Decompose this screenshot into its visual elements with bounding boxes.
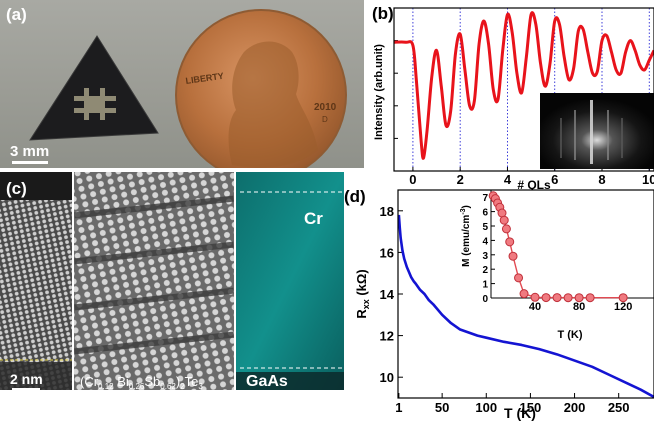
panel-d-xtick-label: 1 [395, 400, 402, 415]
rheed-inset [540, 93, 654, 169]
edx-map-image [236, 172, 344, 390]
inset-xtick-label: 80 [573, 301, 585, 313]
compound-formula: (Cr0.12 Bi0.26Sb0.62)2Te3 [80, 374, 203, 390]
panel-b-ylabel: Intensity (arb.unit) [373, 44, 385, 140]
inset-ytick-label: 6 [482, 208, 488, 219]
panel-d-ytick-label: 14 [380, 287, 395, 302]
panel-d-xtick-label: 50 [435, 400, 449, 415]
inset-xtick-label: 40 [529, 301, 541, 313]
panel-d-xtick-label: 200 [564, 400, 586, 415]
sample-triangle [29, 35, 159, 141]
inset-data-point [505, 237, 515, 247]
panel-d-xlabel: T (K) [504, 405, 536, 421]
panel-d-ytick-label: 18 [380, 204, 394, 219]
panel-b: (b) Intensity (arb.unit) # QLs 0 2 4 6 8 10 [364, 0, 654, 192]
hall-bar-pattern [74, 88, 116, 120]
panel-d-chart: (d) Rxx (kΩ) T (K) 1 50 100 150 200 250101214… [344, 187, 654, 421]
inset-ytick-label: 3 [482, 251, 488, 262]
panel-b-xlabel: # QLs [517, 178, 551, 192]
inset-ylabel: M (emu/cm-3) [460, 205, 472, 267]
inset-data-point [541, 293, 551, 303]
inset-ytick-label: 1 [482, 280, 488, 291]
panel-b-xtick-label: 4 [504, 172, 512, 187]
inset-data-point [514, 273, 524, 283]
inset-xtick-label: 120 [614, 301, 632, 313]
panel-c: Cr GaAs (Cr0.12 Bi0.26Sb0.62)2Te3 2 nm (… [0, 172, 344, 390]
panel-b-axes-frame [393, 7, 654, 172]
panel-d-label: (d) [344, 187, 366, 206]
penny-coin [175, 9, 347, 168]
panel-c-scalebar-label: 2 nm [10, 371, 43, 387]
panel-d-ytick-label: 12 [380, 329, 394, 344]
inset-ytick-label: 7 [482, 193, 488, 204]
panel-b-xtick-label: 6 [551, 172, 558, 187]
panel-d-xtick-label: 150 [520, 400, 542, 415]
panel-a-label: (a) [6, 5, 27, 24]
panel-a: LIBERTY 2010 D 3 mm (a) [0, 0, 364, 168]
penny-year: 2010 [314, 102, 337, 113]
inset-background [491, 190, 654, 312]
panel-d-ytick-label: 10 [380, 370, 394, 385]
panel-d-axes-frame [397, 189, 654, 399]
panel-c-label: (c) [6, 179, 27, 198]
inset-data-point [574, 293, 584, 303]
panel-b-series-line [393, 11, 654, 160]
edx-gaas-label: GaAs [246, 373, 288, 390]
inset-data-point [508, 251, 518, 261]
inset-data-point [618, 293, 628, 303]
inset-ytick-label: 0 [482, 294, 488, 305]
panel-d-ytick-label: 16 [380, 245, 394, 260]
inset-data-point [499, 215, 509, 225]
panel-d-xtick-label: 100 [475, 400, 497, 415]
inset-data-point [563, 293, 573, 303]
panel-b-xtick-label: 8 [598, 172, 605, 187]
panel-a-scalebar-label: 3 mm [10, 143, 49, 160]
quintuple-layer-gaps [74, 195, 234, 355]
inset-ytick-label: 2 [482, 265, 488, 276]
panel-b-xtick-label: 10 [642, 172, 654, 187]
inset-ytick-label: 4 [482, 236, 488, 247]
inset-data-point [501, 224, 511, 234]
penny-mint: D [322, 115, 328, 124]
inset-data-point [585, 293, 595, 303]
panel-a-photo: LIBERTY 2010 D 3 mm (a) [6, 5, 347, 168]
panel-d-xtick-label: 250 [608, 400, 630, 415]
panel-b-xtick-label: 0 [409, 172, 416, 187]
edx-cr-label: Cr [304, 209, 323, 228]
inset-data-point [519, 289, 529, 299]
panel-b-label: (b) [372, 4, 394, 23]
panel-c-scalebar [12, 388, 40, 390]
inset-xlabel: T (K) [557, 329, 582, 341]
inset-data-point [530, 292, 540, 302]
inset-ytick-label: 5 [482, 222, 488, 233]
panel-b-chart: (b) Intensity (arb.unit) # QLs 0 2 4 6 8 10 [372, 4, 654, 192]
panel-a-scalebar [12, 161, 48, 164]
panel-d-ylabel: Rxx (kΩ) [354, 269, 371, 318]
panel-c-images: Cr GaAs (Cr0.12 Bi0.26Sb0.62)2Te3 2 nm (… [0, 172, 344, 390]
tem-overview-image [0, 172, 72, 390]
panel-b-xtick-label: 2 [457, 172, 464, 187]
panel-d-series-line [397, 214, 654, 399]
panel-d: (d) Rxx (kΩ) T (K) 1 50 100 150 200 250 10 12 14… [344, 176, 654, 425]
inset-data-point [552, 293, 562, 303]
